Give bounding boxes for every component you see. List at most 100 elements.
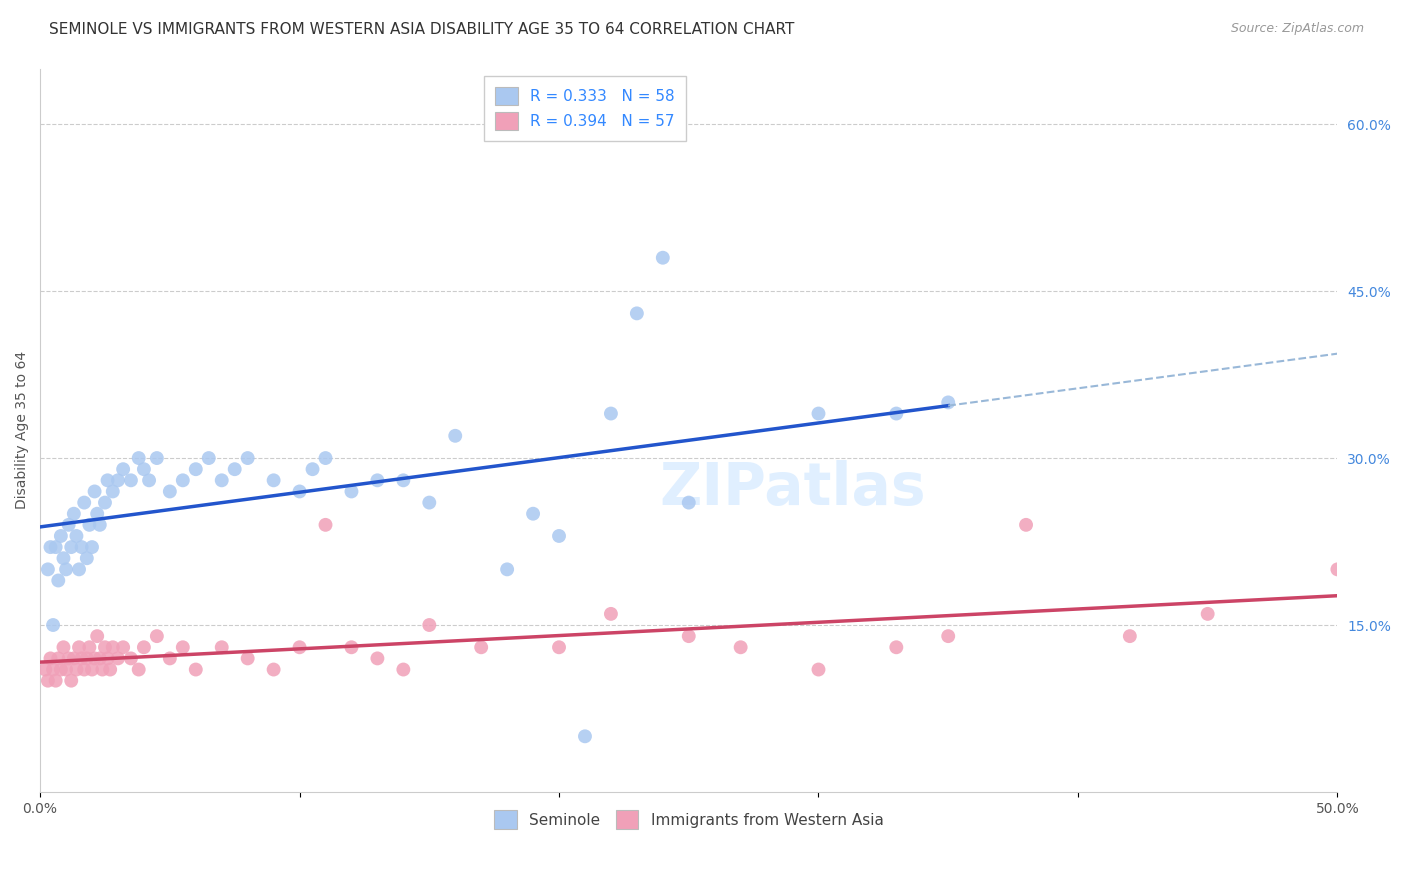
Point xyxy=(63,507,86,521)
Point xyxy=(73,663,96,677)
Point xyxy=(34,663,56,677)
Point xyxy=(39,540,62,554)
Point xyxy=(58,517,80,532)
Point xyxy=(651,251,673,265)
Point xyxy=(49,529,72,543)
Point xyxy=(315,517,337,532)
Point xyxy=(1326,562,1348,576)
Point xyxy=(83,484,105,499)
Point xyxy=(678,629,700,643)
Point xyxy=(107,473,129,487)
Point xyxy=(67,562,90,576)
Point xyxy=(83,651,105,665)
Point xyxy=(45,540,67,554)
Point xyxy=(184,462,207,476)
Point xyxy=(574,729,596,743)
Point xyxy=(730,640,752,655)
Point xyxy=(55,663,77,677)
Point xyxy=(91,663,114,677)
Point xyxy=(197,451,219,466)
Point xyxy=(936,629,959,643)
Point xyxy=(86,629,108,643)
Point xyxy=(807,407,830,421)
Point xyxy=(94,640,117,655)
Point xyxy=(936,395,959,409)
Point xyxy=(884,407,907,421)
Point xyxy=(46,651,69,665)
Point xyxy=(45,673,67,688)
Point xyxy=(1015,517,1038,532)
Point xyxy=(224,462,246,476)
Point xyxy=(211,640,233,655)
Point xyxy=(392,663,415,677)
Point xyxy=(70,540,93,554)
Point xyxy=(97,651,120,665)
Point xyxy=(120,651,142,665)
Point xyxy=(340,484,363,499)
Point xyxy=(288,640,311,655)
Point xyxy=(60,540,83,554)
Point xyxy=(128,451,150,466)
Point xyxy=(101,640,124,655)
Point xyxy=(884,640,907,655)
Point xyxy=(49,663,72,677)
Point xyxy=(548,640,571,655)
Point xyxy=(1197,607,1219,621)
Point xyxy=(301,462,323,476)
Point xyxy=(548,529,571,543)
Point xyxy=(63,651,86,665)
Point xyxy=(120,473,142,487)
Point xyxy=(132,462,155,476)
Text: ZIPatlas: ZIPatlas xyxy=(659,459,927,516)
Point xyxy=(418,618,440,632)
Point xyxy=(42,618,65,632)
Point xyxy=(89,651,111,665)
Point xyxy=(67,640,90,655)
Point xyxy=(496,562,519,576)
Point xyxy=(236,451,259,466)
Point xyxy=(76,651,98,665)
Point xyxy=(101,484,124,499)
Point xyxy=(89,517,111,532)
Point xyxy=(159,651,181,665)
Point xyxy=(600,407,623,421)
Point xyxy=(366,473,388,487)
Point xyxy=(444,429,467,443)
Point xyxy=(211,473,233,487)
Point xyxy=(146,451,169,466)
Y-axis label: Disability Age 35 to 64: Disability Age 35 to 64 xyxy=(15,351,30,509)
Point xyxy=(392,473,415,487)
Point xyxy=(94,495,117,509)
Point xyxy=(522,507,544,521)
Point xyxy=(128,663,150,677)
Legend: Seminole, Immigrants from Western Asia: Seminole, Immigrants from Western Asia xyxy=(488,804,890,835)
Point xyxy=(86,507,108,521)
Point xyxy=(138,473,160,487)
Point xyxy=(288,484,311,499)
Point xyxy=(80,540,103,554)
Point xyxy=(79,640,101,655)
Point xyxy=(46,574,69,588)
Point xyxy=(600,607,623,621)
Point xyxy=(79,517,101,532)
Point xyxy=(70,651,93,665)
Point xyxy=(1119,629,1142,643)
Point xyxy=(52,640,75,655)
Point xyxy=(65,663,87,677)
Point xyxy=(107,651,129,665)
Point xyxy=(263,473,285,487)
Point xyxy=(807,663,830,677)
Point xyxy=(52,551,75,566)
Point xyxy=(132,640,155,655)
Text: SEMINOLE VS IMMIGRANTS FROM WESTERN ASIA DISABILITY AGE 35 TO 64 CORRELATION CHA: SEMINOLE VS IMMIGRANTS FROM WESTERN ASIA… xyxy=(49,22,794,37)
Point xyxy=(65,529,87,543)
Point xyxy=(112,640,135,655)
Point xyxy=(184,663,207,677)
Point xyxy=(146,629,169,643)
Point xyxy=(60,673,83,688)
Point xyxy=(172,640,194,655)
Point xyxy=(626,306,648,320)
Point xyxy=(263,663,285,677)
Point xyxy=(418,495,440,509)
Point xyxy=(172,473,194,487)
